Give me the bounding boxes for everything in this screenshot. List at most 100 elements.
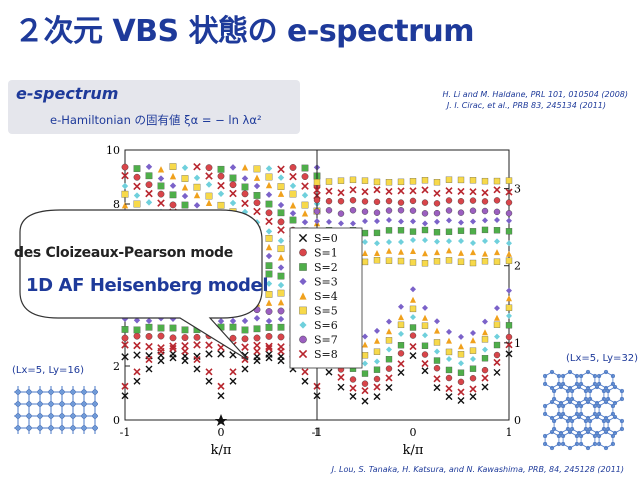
spectrum-point-s0 bbox=[397, 368, 405, 376]
spectrum-point-s3 bbox=[265, 317, 273, 325]
spectrum-point-s7 bbox=[299, 335, 307, 344]
spectrum-point-s6 bbox=[410, 314, 416, 321]
spectrum-point-s5 bbox=[361, 352, 369, 359]
spectrum-point-s2 bbox=[361, 229, 369, 237]
spectrum-point-s0 bbox=[349, 392, 357, 400]
spectrum-point-s2 bbox=[457, 369, 465, 376]
spectrum-point-s3 bbox=[350, 220, 356, 227]
spectrum-point-s4 bbox=[169, 172, 177, 180]
spectrum-point-s3 bbox=[229, 164, 237, 171]
bubble-text-model: 1D AF Heisenberg model bbox=[26, 275, 269, 296]
spectrum-point-s6 bbox=[193, 174, 201, 182]
spectrum-point-s5 bbox=[349, 176, 357, 184]
y-tick-label-left: 10 bbox=[106, 144, 120, 157]
spectrum-point-s6 bbox=[217, 190, 225, 198]
spectrum-point-s8 bbox=[121, 382, 129, 390]
spectrum-point-s6 bbox=[398, 239, 404, 246]
spectrum-point-s1 bbox=[445, 374, 453, 382]
spectrum-point-s0 bbox=[409, 352, 417, 360]
spectrum-point-s2 bbox=[169, 324, 177, 332]
spectrum-point-s8 bbox=[409, 187, 417, 195]
spectrum-point-s0 bbox=[445, 393, 453, 401]
spectrum-point-s6 bbox=[277, 237, 285, 244]
spectrum-point-s1 bbox=[349, 376, 357, 383]
spectrum-point-s5 bbox=[505, 257, 513, 264]
spectrum-point-s1 bbox=[229, 181, 237, 189]
spectrum-point-s0 bbox=[385, 383, 393, 391]
spectrum-point-s3 bbox=[386, 318, 392, 325]
spectrum-point-s4 bbox=[482, 329, 488, 336]
spectrum-point-s8 bbox=[265, 342, 273, 351]
spectrum-point-s8 bbox=[145, 355, 153, 364]
spectrum-point-s5 bbox=[313, 178, 321, 186]
y-tick-label-right: 2 bbox=[514, 260, 521, 273]
spectrum-point-s8 bbox=[373, 383, 381, 391]
spectrum-point-s0 bbox=[505, 350, 513, 358]
spectrum-point-s4 bbox=[506, 295, 512, 302]
spectrum-point-s0 bbox=[145, 365, 153, 373]
spectrum-point-s3 bbox=[374, 218, 380, 225]
spectrum-point-s8 bbox=[325, 187, 333, 195]
spectrum-point-s4 bbox=[121, 201, 129, 209]
spectrum-point-s5 bbox=[493, 321, 501, 328]
spectrum-point-s4 bbox=[386, 328, 392, 335]
spectrum-point-s2 bbox=[373, 229, 381, 237]
spectrum-point-s8 bbox=[193, 355, 201, 364]
spectrum-point-s4 bbox=[241, 164, 249, 171]
spectrum-point-s6 bbox=[374, 358, 380, 365]
spectrum-point-s1 bbox=[289, 164, 297, 171]
spectrum-point-s8 bbox=[157, 199, 165, 207]
spectrum-point-s3 bbox=[482, 318, 488, 325]
spectrum-point-s3 bbox=[494, 305, 500, 312]
spectrum-point-s1 bbox=[469, 197, 477, 204]
spectrum-point-s4 bbox=[362, 341, 368, 348]
spectrum-point-s0 bbox=[298, 233, 308, 243]
citation-lou-et-al: J. Lou, S. Tanaka, H. Katsura, and N. Ka… bbox=[331, 465, 624, 474]
spectrum-point-s5 bbox=[469, 177, 477, 184]
spectrum-point-s1 bbox=[265, 333, 273, 340]
spectrum-point-s8 bbox=[301, 182, 309, 190]
spectrum-point-s1 bbox=[505, 199, 513, 206]
spectrum-point-s4 bbox=[410, 247, 416, 254]
spectrum-point-s5 bbox=[445, 257, 453, 264]
spectrum-point-s0 bbox=[457, 397, 465, 404]
spectrum-point-s0 bbox=[493, 368, 501, 376]
spectrum-point-s8 bbox=[361, 188, 369, 196]
spectrum-point-s7 bbox=[421, 210, 429, 217]
spectrum-point-s8 bbox=[433, 189, 441, 197]
spectrum-point-s2 bbox=[299, 263, 307, 271]
spectrum-point-s5 bbox=[445, 348, 453, 356]
spectrum-point-s3 bbox=[299, 277, 307, 286]
spectrum-point-s5 bbox=[481, 258, 489, 265]
spectrum-point-s5 bbox=[265, 235, 273, 242]
spectrum-point-s3 bbox=[422, 304, 428, 311]
spectrum-point-s6 bbox=[277, 174, 285, 181]
spectrum-point-s2 bbox=[265, 262, 273, 270]
spectrum-point-s2 bbox=[133, 326, 141, 334]
spectrum-point-s6 bbox=[470, 355, 476, 362]
spectrum-point-s8 bbox=[385, 374, 393, 382]
spectrum-point-s2 bbox=[493, 227, 501, 234]
spectrum-point-s5 bbox=[361, 177, 369, 184]
spectrum-point-s4 bbox=[506, 250, 512, 257]
spectrum-point-s4 bbox=[434, 249, 440, 256]
spectrum-point-s8 bbox=[337, 189, 345, 197]
spectrum-point-s0 bbox=[181, 357, 189, 365]
spectrum-point-s3 bbox=[157, 175, 165, 182]
spectrum-point-s6 bbox=[446, 356, 452, 363]
spectrum-point-s2 bbox=[145, 323, 153, 331]
spectrum-point-s3 bbox=[145, 163, 153, 170]
spectrum-point-s6 bbox=[422, 332, 428, 339]
spectrum-point-s3 bbox=[289, 210, 297, 217]
spectrum-point-s1 bbox=[409, 197, 417, 205]
spectrum-point-s8 bbox=[373, 186, 381, 194]
spectrum-point-s5 bbox=[181, 175, 189, 182]
spectrum-point-s7 bbox=[397, 207, 405, 214]
spectrum-point-s4 bbox=[374, 250, 380, 257]
spectrum-point-s4 bbox=[398, 314, 404, 321]
spectrum-point-s2 bbox=[169, 191, 177, 199]
spectrum-point-s5 bbox=[217, 201, 225, 209]
spectrum-point-s0 bbox=[217, 392, 225, 400]
spectrum-point-s4 bbox=[205, 199, 213, 206]
